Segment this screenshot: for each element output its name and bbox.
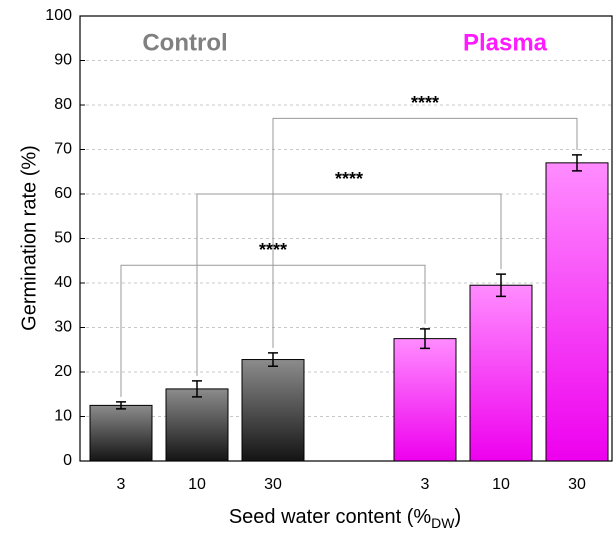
bar: [165, 388, 229, 462]
y-tick-label: 100: [45, 7, 72, 24]
error-bar: [420, 328, 430, 350]
x-axis-label-sub: DW: [431, 515, 455, 531]
bar: [89, 404, 153, 462]
significance-label: ****: [411, 93, 439, 113]
y-tick-label: 80: [54, 96, 72, 113]
y-tick-label: 40: [54, 274, 72, 291]
x-axis-label-end: ): [455, 506, 462, 528]
x-tick-label: 10: [188, 476, 206, 493]
error-bar: [192, 380, 202, 398]
y-tick-label: 0: [63, 452, 72, 469]
bar: [469, 284, 533, 462]
legend-label: Plasma: [463, 29, 548, 56]
bar: [241, 359, 305, 462]
significance-bracket: [272, 117, 578, 348]
plot-frame: [79, 15, 613, 462]
legend-label: Control: [142, 29, 227, 56]
significance-bracket: [196, 193, 502, 376]
y-tick-label: 10: [54, 408, 72, 425]
y-tick-label: 60: [54, 185, 72, 202]
x-tick-label: 3: [421, 476, 430, 493]
y-tick-label: 20: [54, 363, 72, 380]
bar: [545, 162, 609, 462]
y-tick-label: 50: [54, 230, 72, 247]
error-bar: [496, 273, 506, 298]
x-tick-label: 3: [117, 476, 126, 493]
x-tick-label: 10: [492, 476, 510, 493]
x-tick-label: 30: [264, 476, 282, 493]
x-axis-label-text: Seed water content (%: [229, 506, 432, 528]
error-bar: [116, 401, 126, 410]
x-tick-label: 30: [568, 476, 586, 493]
significance-label: ****: [335, 169, 363, 189]
y-axis-label: Germination rate (%): [18, 145, 40, 331]
error-bar: [572, 154, 582, 172]
bar: [393, 338, 457, 462]
error-bar: [268, 352, 278, 367]
y-tick-label: 70: [54, 141, 72, 158]
x-axis-label: Seed water content (%DW): [229, 506, 461, 530]
y-tick-label: 90: [54, 52, 72, 69]
y-tick-label: 30: [54, 319, 72, 336]
